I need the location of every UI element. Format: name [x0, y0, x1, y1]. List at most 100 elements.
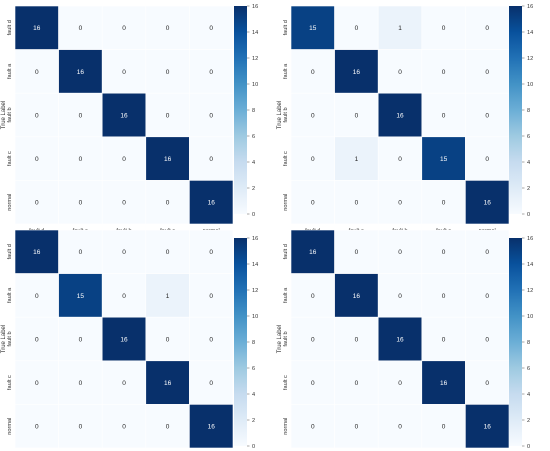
- cell-value-label: 16: [120, 336, 128, 343]
- cell-value-label: 0: [122, 69, 126, 76]
- heatmap-cell: [189, 360, 234, 405]
- cell-value-label: 0: [209, 156, 213, 163]
- cell-value-label: 0: [398, 293, 402, 300]
- cell-value-label: 0: [311, 336, 315, 343]
- heatmap-cell: [58, 180, 103, 225]
- cell-value-label: 0: [355, 380, 359, 387]
- cell-value-label: 0: [79, 424, 83, 431]
- colorbar-tick-label: 14: [527, 262, 533, 268]
- heatmap-cell: [290, 49, 335, 94]
- y-tick-label: normal: [283, 418, 289, 435]
- heatmap-cell: [421, 92, 466, 138]
- cell-value-label: 0: [485, 380, 489, 387]
- colorbar-tick-label: 4: [527, 392, 530, 398]
- heatmap-cell: [290, 273, 335, 318]
- colorbar-tick-label: 12: [252, 56, 258, 62]
- cell-value-label: 0: [166, 112, 170, 119]
- y-axis-label: True Label: [1, 325, 7, 353]
- cell-value-label: 16: [484, 200, 492, 207]
- cell-value-label: 1: [166, 293, 170, 300]
- y-tick-label: normal: [7, 194, 13, 211]
- heatmap-cell: [14, 5, 59, 50]
- cell-value-label: 0: [442, 69, 446, 76]
- y-tick-label: fault d: [283, 20, 289, 35]
- heatmap-cell: [465, 360, 510, 405]
- colorbar-tick-label: 8: [252, 340, 255, 346]
- heatmap-cell: [377, 404, 423, 449]
- heatmap-cell: [377, 229, 423, 274]
- cell-value-label: 0: [79, 336, 83, 343]
- heatmap-cell: [465, 316, 510, 362]
- cell-value-label: 0: [122, 200, 126, 207]
- cell-value-label: 0: [398, 424, 402, 431]
- y-tick-label: fault a: [7, 287, 13, 303]
- y-tick-label: fault b: [283, 331, 289, 346]
- cell-value-label: 0: [398, 380, 402, 387]
- colorbar-tick-label: 6: [252, 366, 255, 372]
- y-tick-label: fault a: [283, 63, 289, 79]
- cell-value-label: 0: [122, 424, 126, 431]
- y-tick-label: fault c: [283, 375, 289, 390]
- cell-value-label: 0: [442, 424, 446, 431]
- cell-value-label: 0: [79, 380, 83, 387]
- heatmap-cell: [189, 273, 234, 318]
- colorbar-tick-label: 12: [527, 288, 533, 294]
- heatmap-cell: [145, 5, 190, 50]
- heatmap-cell: [334, 316, 379, 362]
- colorbar-tick-label: 12: [252, 288, 258, 294]
- cell-value-label: 0: [122, 25, 126, 32]
- cell-value-label: 0: [35, 200, 39, 207]
- cell-value-label: 0: [209, 112, 213, 119]
- heatmap-cell: [101, 316, 147, 362]
- heatmap-cell: [14, 316, 59, 362]
- heatmap-cell: [101, 49, 147, 94]
- heatmap-cell: [145, 316, 190, 362]
- colorbar-tick-label: 0: [252, 444, 255, 450]
- heatmap-cell: [145, 136, 190, 181]
- colorbar-tick-label: 16: [527, 236, 533, 242]
- cell-value-label: 0: [209, 249, 213, 256]
- cell-value-label: 0: [209, 25, 213, 32]
- cell-value-label: 16: [353, 69, 361, 76]
- cell-value-label: 0: [209, 336, 213, 343]
- cell-value-label: 0: [355, 336, 359, 343]
- colorbar-tick-label: 14: [252, 262, 258, 268]
- heatmap-cell: [421, 136, 466, 181]
- heatmap-cell: [421, 229, 466, 274]
- cell-value-label: 0: [166, 69, 170, 76]
- colorbar-tick-label: 10: [527, 314, 533, 320]
- cell-value-label: 0: [311, 156, 315, 163]
- colorbar-tick-label: 6: [527, 366, 530, 372]
- cell-value-label: 15: [77, 293, 85, 300]
- cell-value-label: 16: [440, 380, 448, 387]
- cell-value-label: 0: [398, 200, 402, 207]
- cell-value-label: 0: [166, 200, 170, 207]
- y-tick-label: fault c: [7, 375, 13, 390]
- colorbar-tick-label: 10: [252, 82, 258, 88]
- cell-value-label: 0: [442, 249, 446, 256]
- cell-value-label: 0: [311, 424, 315, 431]
- colorbar-gradient: [509, 238, 522, 446]
- heatmap-cell: [421, 49, 466, 94]
- cell-value-label: 0: [398, 69, 402, 76]
- heatmap-cell: [377, 5, 423, 50]
- cell-value-label: 0: [355, 424, 359, 431]
- heatmap-cell: [334, 404, 379, 449]
- colorbar-tick-label: 2: [527, 418, 530, 424]
- heatmap-cell: [101, 5, 147, 50]
- y-axis-label: True Label: [277, 101, 283, 129]
- cell-value-label: 0: [355, 249, 359, 256]
- heatmap-cell: [290, 360, 335, 405]
- heatmap-cell: [377, 180, 423, 225]
- y-tick-label: normal: [283, 194, 289, 211]
- cell-value-label: 0: [166, 424, 170, 431]
- heatmap-cell: [465, 229, 510, 274]
- colorbar-tick-label: 16: [527, 4, 533, 10]
- heatmap-cell: [189, 92, 234, 138]
- cell-value-label: 0: [35, 336, 39, 343]
- heatmap-cell: [14, 229, 59, 274]
- heatmap-cell: [465, 404, 510, 449]
- colorbar: 0 2 4 6 8 10 12 14 16: [509, 4, 533, 218]
- cell-value-label: 16: [484, 424, 492, 431]
